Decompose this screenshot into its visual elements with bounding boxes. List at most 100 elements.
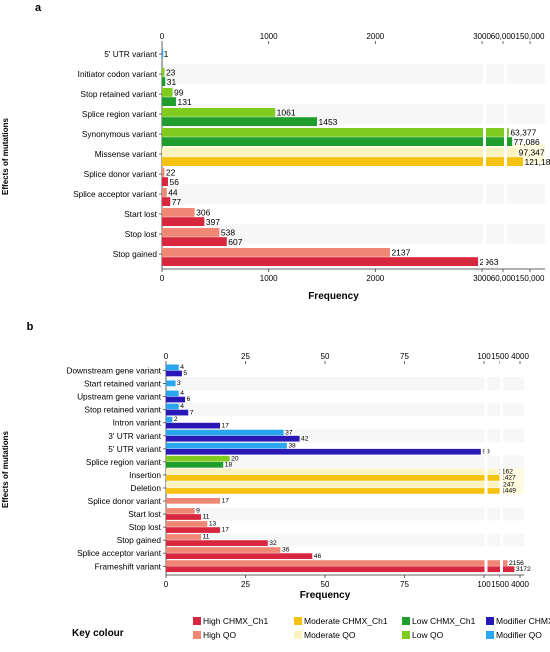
bar: [166, 540, 268, 546]
bar-value-label: 11: [202, 514, 209, 521]
bar-value-label: 4: [180, 403, 184, 410]
bar-value-label: 23: [166, 68, 176, 78]
x-tick-label-top: 150,000: [516, 32, 545, 41]
bar: [162, 128, 509, 137]
bar: [166, 521, 208, 527]
y-category-label: Upstream gene variant: [77, 392, 162, 402]
category-band: [166, 494, 524, 508]
bar-value-label: 1247: [499, 481, 514, 488]
category-band: [166, 520, 524, 534]
bar: [162, 208, 195, 217]
bar: [166, 461, 224, 468]
legend-swatch: [402, 631, 410, 639]
bar-value-label: 3172: [516, 566, 531, 573]
x-tick-label-bottom: 150,000: [516, 274, 545, 283]
legend-swatch: [402, 617, 410, 625]
y-category-label: Stop gained: [117, 535, 162, 545]
category-band: [166, 416, 524, 430]
bar-value-label: 2156: [509, 560, 524, 567]
y-category-label: Start lost: [128, 509, 161, 519]
x-tick-label-bottom: 0: [164, 580, 169, 589]
bar: [166, 435, 300, 442]
bar-value-label: 538: [221, 228, 235, 238]
bar-value-label: 36: [282, 547, 290, 554]
y-category-label: 5' UTR variant: [104, 49, 157, 59]
bar-value-label: 17: [222, 422, 230, 429]
legend-swatch: [486, 617, 494, 625]
bar-value-label: 18: [225, 461, 233, 468]
x-tick-label-bottom: 1000: [260, 274, 278, 283]
legend-label: Moderate CHMX_Ch1: [304, 616, 388, 626]
bar-value-label: 2137: [391, 248, 410, 258]
bar-value-label: 17: [222, 527, 230, 534]
y-category-label: Splice donor variant: [84, 169, 158, 179]
x-tick-label-bottom: 3000: [473, 274, 491, 283]
y-category-label: Stop lost: [125, 229, 158, 239]
x-tick-label-top: 3000: [473, 32, 491, 41]
bar: [166, 448, 481, 455]
y-category-label: Stop retained variant: [84, 405, 161, 415]
y-category-label: Frameshift variant: [95, 561, 162, 571]
legend-label: High QO: [203, 630, 236, 640]
y-category-label: Stop lost: [129, 522, 162, 532]
y-category-label: Intron variant: [113, 418, 162, 428]
bar: [166, 475, 500, 481]
y-category-label: 3' UTR variant: [108, 431, 161, 441]
y-category-label: Downstream gene variant: [66, 366, 161, 376]
x-tick-label-top: 75: [400, 352, 409, 361]
y-category-label: Stop gained: [113, 249, 158, 259]
x-tick-label-bottom: 50: [321, 580, 330, 589]
category-band: [166, 403, 524, 417]
y-category-label: Start lost: [124, 209, 157, 219]
bar-value-label: 63,377: [510, 128, 536, 138]
bar: [162, 68, 165, 77]
bar: [166, 566, 515, 573]
category-band: [162, 44, 545, 64]
bar: [162, 228, 220, 237]
x-tick-label-top: 0: [164, 352, 169, 361]
bar: [166, 481, 498, 488]
bar-value-label: 44: [168, 188, 178, 198]
x-tick-label-top: 50: [321, 352, 330, 361]
legend-label: Low CHMX_Ch1: [412, 616, 476, 626]
bar: [162, 97, 176, 106]
y-category-label: Insertion: [129, 470, 161, 480]
x-tick-label-bottom: 0: [160, 274, 165, 283]
x-tick-label-bottom: 25: [241, 580, 250, 589]
category-band: [162, 224, 545, 244]
bar: [162, 77, 166, 86]
bar: [166, 390, 179, 397]
y-category-label: Deletion: [131, 483, 162, 493]
bar: [166, 547, 281, 553]
legend-label: Low QO: [412, 630, 444, 640]
bar: [162, 257, 479, 266]
bar: [166, 553, 313, 559]
bar-value-label: 4: [180, 390, 184, 397]
bar: [166, 396, 186, 403]
panel-label: a: [35, 2, 42, 14]
category-band: [166, 377, 524, 391]
bar-value-label: 13: [209, 521, 217, 528]
axis-break: [500, 361, 503, 578]
bar: [166, 508, 195, 514]
bar-value-label: 77,086: [514, 137, 540, 147]
bar: [166, 422, 221, 429]
x-tick-label-bottom: 2000: [366, 274, 384, 283]
bar-value-label: 1061: [277, 108, 296, 118]
x-tick-label-bottom: 75: [400, 580, 409, 589]
bar: [162, 177, 168, 186]
bar: [162, 188, 167, 197]
bar-value-label: 22: [166, 168, 176, 178]
bar-value-label: 6: [187, 396, 191, 403]
x-tick-label-top: 1500: [491, 352, 509, 361]
x-tick-label-bottom: 60,000: [491, 274, 516, 283]
bar-value-label: 4: [180, 364, 184, 371]
bar: [166, 416, 173, 423]
bar: [166, 364, 179, 371]
x-tick-label-top: 100: [477, 352, 491, 361]
bar: [166, 455, 230, 462]
legend-swatch: [294, 617, 302, 625]
bar: [166, 534, 201, 540]
y-category-label: Initiator codon variant: [78, 69, 158, 79]
